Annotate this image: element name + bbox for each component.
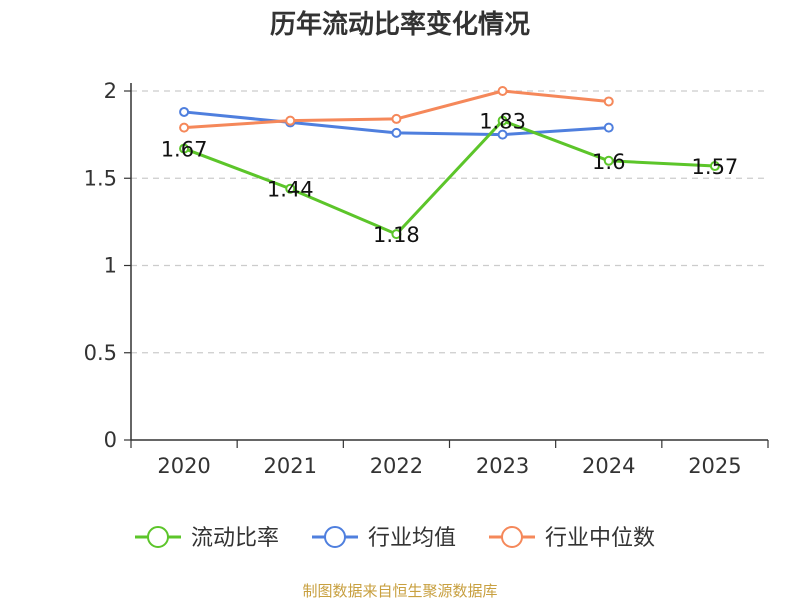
legend[interactable]: 流动比率 行业均值 行业中位数 [135, 526, 655, 551]
gridlines [131, 90, 768, 354]
series-group [179, 86, 720, 240]
data-point [709, 161, 720, 172]
data-point [391, 229, 402, 240]
legend-swatch-marker [147, 526, 169, 548]
data-point [603, 122, 614, 133]
data-label: 1.6 [592, 150, 625, 174]
x-tick-label: 2022 [370, 454, 423, 478]
x-tick-label: 2024 [582, 454, 635, 478]
data-label: 1.57 [692, 155, 739, 179]
x-tick-label: 2020 [157, 454, 210, 478]
series-line [183, 119, 715, 236]
legend-item[interactable]: 行业中位数 [489, 526, 655, 551]
data-point [603, 155, 614, 166]
x-tick-label: 2021 [264, 454, 317, 478]
source-note: 制图数据来自恒生聚源数据库 [302, 582, 497, 600]
chart-title: 历年流动比率变化情况 [270, 9, 530, 40]
legend-swatch-marker [324, 526, 346, 548]
axes: 0 0.5 1 1.5 2 2020 2021 2022 2023 2024 2025 [84, 79, 769, 478]
data-point [285, 115, 296, 126]
legend-swatch-marker [501, 526, 523, 548]
data-label: 1.67 [161, 138, 208, 162]
data-point [179, 122, 190, 133]
data-point [179, 106, 190, 117]
data-label: 1.83 [479, 110, 526, 134]
legend-label: 流动比率 [191, 526, 279, 551]
y-tick-label: 1.5 [84, 166, 117, 190]
data-label: 1.18 [373, 223, 420, 247]
legend-item[interactable]: 流动比率 [135, 526, 279, 551]
legend-label: 行业中位数 [545, 526, 655, 551]
y-tick-label: 2 [104, 79, 117, 103]
data-point [497, 86, 508, 96]
x-tick-label: 2025 [688, 454, 741, 478]
data-point [603, 96, 614, 107]
data-point [497, 129, 508, 140]
data-point [391, 113, 402, 124]
data-label: 1.44 [267, 178, 314, 202]
legend-label: 行业均值 [368, 526, 456, 551]
y-tick-label: 1 [104, 254, 117, 278]
y-tick-label: 0.5 [84, 341, 117, 365]
data-point [179, 143, 190, 154]
data-point [391, 127, 402, 138]
legend-item[interactable]: 行业均值 [312, 526, 456, 551]
data-point [497, 115, 508, 126]
data-labels: 1.67 1.44 1.18 1.83 1.6 1.57 [161, 110, 739, 247]
y-tick-label: 0 [104, 428, 117, 452]
x-tick-label: 2023 [476, 454, 529, 478]
data-point [285, 183, 296, 194]
